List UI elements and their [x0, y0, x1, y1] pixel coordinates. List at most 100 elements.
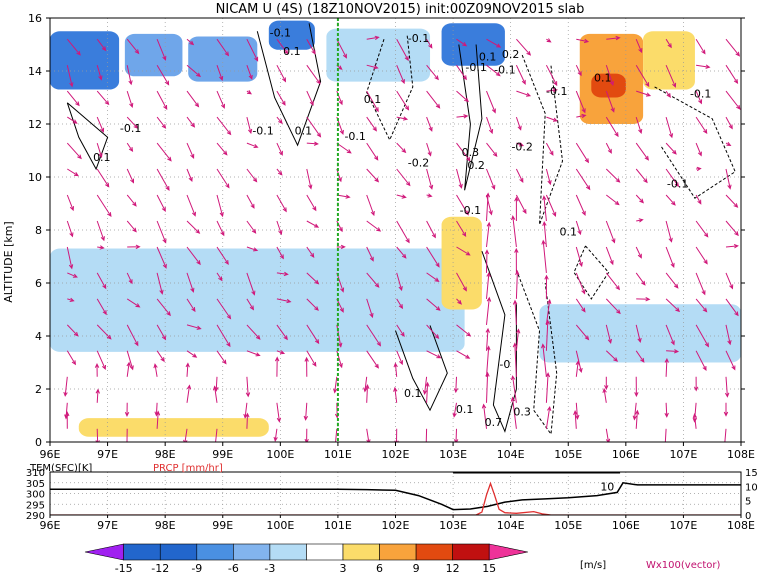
- colorbar: -15 -12 -9 -6 -3 3 6 9 12 15: [84, 543, 528, 575]
- wind-vector: [632, 402, 637, 421]
- wind-vector: [695, 246, 708, 265]
- contour-label: 0.1: [560, 225, 578, 238]
- wind-vector: [605, 116, 619, 138]
- wind-vector: [456, 64, 467, 81]
- wind-vector: [156, 39, 167, 61]
- wind-vector: [724, 428, 727, 442]
- wind-vector: [635, 116, 643, 134]
- wind-vector: [396, 220, 410, 244]
- wind-vector: [306, 324, 320, 345]
- wind-vector: [725, 90, 741, 110]
- wind-vector: [636, 296, 651, 302]
- wind-vector: [576, 113, 587, 119]
- wind-vector: [336, 142, 352, 154]
- wind-vector: [695, 194, 702, 205]
- wind-vector: [186, 64, 201, 78]
- contour-label: -0.1: [465, 61, 486, 74]
- wind-vector: [126, 220, 137, 233]
- wind-vector: [696, 64, 711, 69]
- wind-vector: [246, 194, 255, 209]
- wind-vector: [336, 298, 344, 313]
- wind-vector: [575, 194, 586, 216]
- contour-line: [256, 23, 322, 147]
- wind-vector: [452, 402, 457, 418]
- contour-label: 0.1: [456, 403, 474, 416]
- wind-vector: [393, 386, 398, 403]
- wind-vector: [126, 428, 128, 442]
- wind-vector: [366, 90, 379, 113]
- contour-label: 0.3: [513, 406, 531, 419]
- wind-vector: [276, 350, 286, 355]
- ts-x-tick-label: 108E: [727, 519, 755, 532]
- wind-vector: [425, 381, 430, 403]
- colorbar-segment: [452, 543, 490, 561]
- wind-vector: [126, 350, 134, 371]
- wind-vector: [66, 324, 79, 337]
- wind-vector: [156, 90, 168, 111]
- wind-vector: [156, 246, 167, 269]
- wind-vector: [216, 350, 227, 365]
- wind-vector: [216, 298, 232, 320]
- x-tick-label: 98E: [155, 448, 176, 461]
- wind-vector: [186, 142, 195, 159]
- wind-vector: [156, 272, 164, 295]
- wind-vector: [456, 168, 463, 189]
- x-tick-label: 96E: [40, 448, 61, 461]
- wind-vector: [486, 142, 498, 157]
- wind-vector: [396, 246, 407, 259]
- wind-vector: [666, 349, 680, 354]
- x-tick-label: 105E: [554, 448, 582, 461]
- legend-precip: PRCP [mm/hr]: [153, 463, 223, 474]
- wind-vector: [575, 168, 591, 191]
- wind-vector: [336, 220, 343, 233]
- shaded-region: [441, 216, 482, 310]
- contour-label: 0.2: [467, 159, 485, 172]
- wind-vector: [486, 168, 496, 190]
- colorbar-segment: [233, 543, 271, 561]
- wind-vector: [96, 142, 103, 159]
- wind-vector: [366, 35, 380, 41]
- wind-vector: [515, 116, 522, 131]
- wind-vector: [366, 298, 374, 319]
- wind-vector: [545, 168, 552, 186]
- wind-vector: [605, 350, 619, 362]
- wind-vector: [725, 194, 739, 208]
- ts-x-tick-label: 97E: [97, 519, 118, 532]
- contour-line: [515, 269, 558, 436]
- wind-vector: [186, 38, 195, 46]
- wind-vector: [486, 116, 494, 135]
- colorbar-tick-label: 6: [376, 562, 383, 575]
- contour-label: 0.1: [479, 50, 497, 63]
- contour-label: 0.1: [283, 45, 301, 58]
- wind-vector: [665, 272, 679, 289]
- wind-vector: [426, 90, 441, 109]
- wind-vector: [512, 299, 518, 325]
- main-plot: 0.1-0.1 -0.10.1-0.10.2-0.10.1-0.1 -0.1 0.1-…: [28, 12, 755, 461]
- wind-vector: [96, 298, 107, 316]
- wind-vector: [303, 402, 309, 421]
- contour-label: 0.2: [502, 48, 520, 61]
- contour-label: 0.1: [594, 72, 612, 85]
- wind-vector: [366, 168, 380, 183]
- wind-vector: [156, 194, 166, 213]
- wind-vector: [665, 298, 681, 313]
- wind-vector: [605, 65, 614, 86]
- wind-vector: [276, 298, 292, 304]
- chart-title: NICAM U (4S) (18Z10NOV2015) init:00Z09NO…: [216, 2, 585, 17]
- contour-label: -0.2: [511, 141, 532, 154]
- wind-vector: [276, 402, 282, 423]
- wind-vector: [156, 220, 167, 244]
- wind-vector: [545, 64, 558, 87]
- legend-temperature: TEM(SFC)[K]: [29, 463, 92, 474]
- wind-vector: [186, 350, 198, 358]
- wind-vector: [486, 296, 492, 325]
- wind-vector: [393, 362, 398, 377]
- wind-vector: [153, 363, 158, 377]
- wind-vector: [246, 116, 253, 135]
- colorbar-segment: [415, 543, 453, 561]
- wind-vector: [725, 350, 736, 371]
- wind-vector: [216, 142, 228, 156]
- wind-vector: [695, 38, 706, 55]
- x-tick-label: 108E: [727, 448, 755, 461]
